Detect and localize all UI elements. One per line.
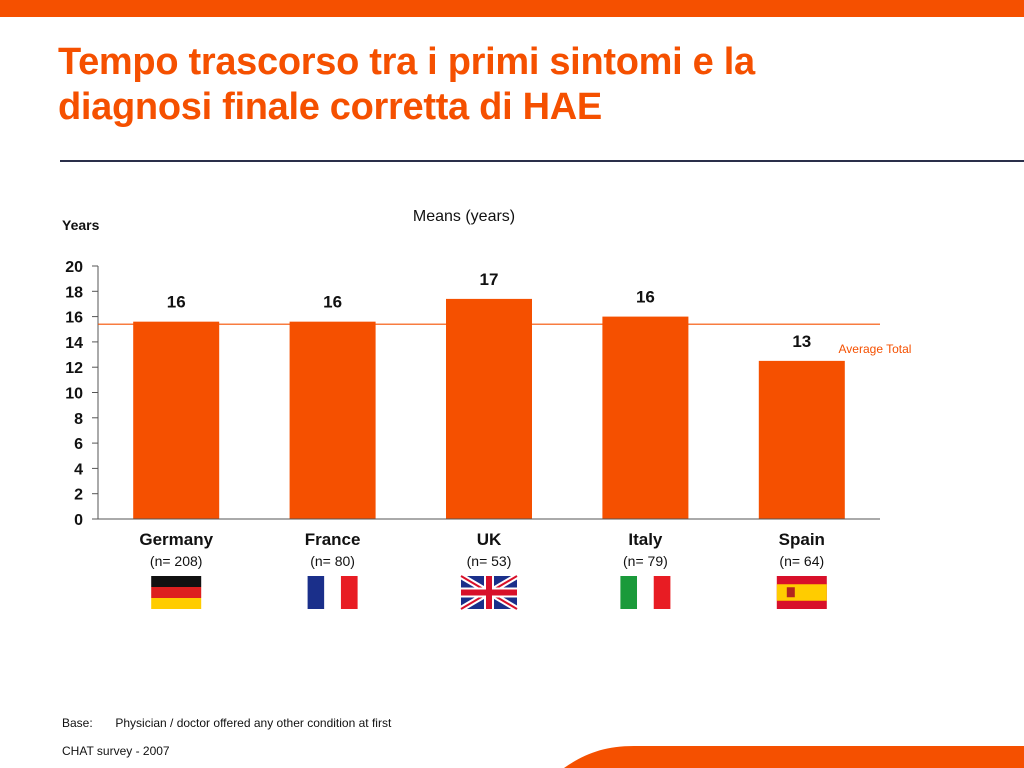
y-tick-label: 6 xyxy=(74,436,83,453)
y-tick-label: 4 xyxy=(74,461,83,478)
flag-stripe xyxy=(307,576,325,609)
spain-flag xyxy=(776,576,827,609)
bars: 16 16 17 16 13 xyxy=(133,270,845,519)
chart-header: Means (years) Years xyxy=(62,208,515,233)
y-tick-label: 18 xyxy=(65,284,83,301)
bar-italy xyxy=(602,316,689,519)
x-category-label: Germany xyxy=(139,530,213,549)
data-label: 17 xyxy=(480,270,499,289)
data-label: 16 xyxy=(323,293,342,312)
bar-spain xyxy=(758,360,845,519)
y-tick-label: 20 xyxy=(65,259,83,276)
x-sample-size-label: (n= 79) xyxy=(623,553,668,569)
y-tick-label: 10 xyxy=(65,386,83,403)
flag-stripe xyxy=(151,587,202,598)
flag-cross xyxy=(486,576,492,609)
y-axis-label: Years xyxy=(62,217,100,233)
flag-stripe xyxy=(340,576,358,609)
data-label: 16 xyxy=(636,288,655,307)
y-axis: 0 2 4 6 8 10 12 14 16 18 20 xyxy=(65,259,99,529)
bar-uk xyxy=(446,298,532,519)
x-sample-size-label: (n= 80) xyxy=(310,553,355,569)
x-sample-size-label: (n= 64) xyxy=(779,553,824,569)
top-accent-bar xyxy=(0,0,1024,17)
footnote: Base: Physician / doctor offered any oth… xyxy=(62,716,391,730)
footnote-label: Base: xyxy=(62,716,93,730)
data-label: 16 xyxy=(167,293,186,312)
y-tick-label: 16 xyxy=(65,310,83,327)
germany-flag xyxy=(151,576,202,609)
x-sample-size-label: (n= 208) xyxy=(150,553,203,569)
bar-germany xyxy=(133,321,220,519)
flag-stripe xyxy=(620,576,638,609)
slide-title: Tempo trascorso tra i primi sintomi e la… xyxy=(58,40,958,130)
title-divider xyxy=(60,160,1024,162)
bar-chart: Means (years) Years 0 2 4 6 8 10 12 14 16 18 20 16… xyxy=(62,208,912,612)
x-sample-size-label: (n= 53) xyxy=(467,553,512,569)
france-flag xyxy=(307,576,358,609)
flag-stripe xyxy=(324,576,341,609)
footnote-text: Physician / doctor offered any other con… xyxy=(115,716,392,730)
x-axis: Germany (n= 208) France (n= 80) UK (n= 53) Ita… xyxy=(98,518,880,612)
reference-line-group: Average Total xyxy=(98,323,912,356)
y-tick-label: 0 xyxy=(74,512,83,529)
flag-stripe xyxy=(653,576,671,609)
corner-accent-shape xyxy=(564,746,1024,768)
y-tick-label: 12 xyxy=(65,360,83,377)
bar-france xyxy=(289,321,376,519)
x-category-label: Spain xyxy=(779,530,825,549)
average-total-label: Average Total xyxy=(839,342,912,356)
flag-stripe xyxy=(151,576,202,587)
y-tick-label: 2 xyxy=(74,487,83,504)
slide-title-line-2: diagnosi finale corretta di HAE xyxy=(58,86,602,128)
y-tick-label: 8 xyxy=(74,411,83,428)
flag-stripe xyxy=(776,584,827,601)
flag-stripe xyxy=(637,576,654,609)
x-category-label: Italy xyxy=(628,530,663,549)
source-note: CHAT survey - 2007 xyxy=(62,744,170,758)
chart-title: Means (years) xyxy=(413,208,515,225)
flag-stripe xyxy=(151,598,202,609)
y-tick-label: 14 xyxy=(65,335,83,352)
flag-emblem xyxy=(786,587,795,598)
uk-flag xyxy=(459,573,519,612)
x-category-label: UK xyxy=(477,530,502,549)
x-category-label: France xyxy=(305,530,361,549)
italy-flag xyxy=(620,576,671,609)
data-label: 13 xyxy=(792,332,811,351)
slide-title-line-1: Tempo trascorso tra i primi sintomi e la xyxy=(58,41,755,83)
